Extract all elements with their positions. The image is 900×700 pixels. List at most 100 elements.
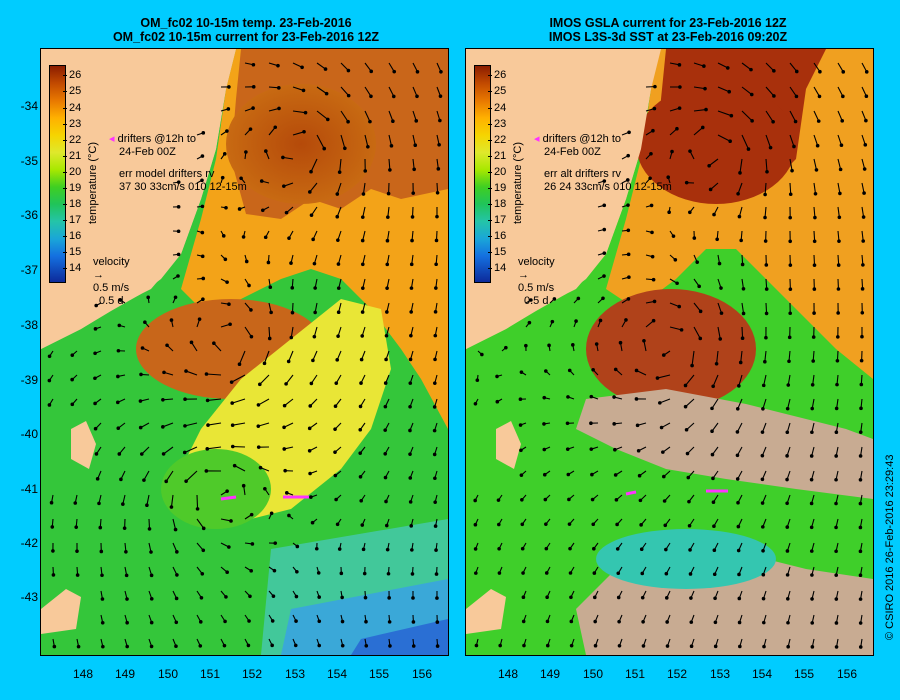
current-vector-head (51, 549, 55, 553)
current-vector-arrow (693, 109, 707, 112)
current-vector-head (727, 89, 731, 94)
current-vector-head (762, 644, 766, 649)
current-vector-head (100, 597, 105, 601)
current-vector-arrow (693, 326, 701, 339)
current-vector-head (247, 283, 251, 288)
current-vector-head (312, 334, 317, 339)
current-vector-head (228, 322, 232, 327)
current-vector-head (566, 395, 570, 399)
current-vector-head (711, 384, 715, 389)
current-vector-head (547, 343, 551, 348)
current-vector-head (116, 426, 121, 431)
current-vector-head (388, 168, 392, 172)
current-vector-head (736, 191, 740, 196)
error-legend-line1: err model drifters rv (119, 168, 215, 180)
current-vector-head (544, 571, 549, 575)
current-vector-head (518, 423, 523, 427)
current-vector-head (591, 368, 595, 372)
current-vector-head (650, 254, 655, 259)
current-vector-head (74, 525, 78, 529)
current-vector-head (415, 94, 419, 99)
current-vector-head (93, 401, 97, 406)
current-vector-head (475, 378, 480, 383)
current-vector-head (70, 353, 75, 357)
current-vector-head (434, 286, 438, 290)
current-vector-head (223, 619, 227, 624)
lat-tick-label: -36 (20, 208, 38, 222)
current-vector-head (363, 169, 368, 173)
current-vector-arrow (207, 398, 222, 401)
current-vector-head (858, 477, 863, 482)
current-vector-head (718, 337, 723, 341)
current-vector-arrow (765, 86, 775, 97)
colorbar-tick-label: 19 (62, 182, 82, 194)
current-vector-head (195, 507, 200, 511)
current-vector-head (212, 341, 216, 346)
current-vector-head (712, 212, 716, 217)
lon-tick-label: 153 (284, 667, 306, 681)
current-vector-arrow (196, 494, 199, 509)
current-vector-head (201, 276, 206, 281)
current-vector-head (222, 152, 227, 156)
eddy-north (226, 84, 376, 204)
current-vector-head (121, 502, 125, 506)
current-vector-arrow (292, 86, 304, 91)
current-vector-head (259, 179, 264, 183)
current-vector-head (760, 430, 765, 434)
current-vector-head (434, 548, 438, 552)
current-vector-arrow (244, 326, 252, 337)
current-vector-head (815, 143, 820, 148)
current-vector-head (640, 571, 645, 576)
current-vector-head (169, 505, 174, 509)
current-vector-head (333, 404, 338, 408)
current-vector-head (149, 597, 154, 601)
current-vector-head (634, 368, 639, 373)
current-vector-head (410, 215, 415, 219)
current-vector-arrow (693, 86, 706, 90)
current-vector-head (812, 263, 817, 267)
current-vector-head (598, 318, 603, 323)
right-title-line2: IMOS L3S-3d SST at 23-Feb-2016 09:20Z (548, 30, 788, 44)
current-vector-head (545, 643, 550, 648)
current-vector-head (664, 547, 668, 552)
current-vector-head (392, 69, 397, 74)
current-vector-head (818, 69, 822, 74)
current-vector-head (567, 522, 572, 526)
current-vector-head (337, 170, 342, 174)
current-vector-head (313, 310, 317, 315)
current-vector-head (387, 620, 392, 624)
current-vector-head (858, 525, 863, 530)
current-vector-head (602, 227, 607, 232)
colorbar-label: temperature (°C) (87, 141, 99, 224)
left-title-line2: OM_fc02 10-15m current for 23-Feb-2016 1… (112, 30, 380, 44)
current-vector-head (335, 214, 340, 219)
current-vector-arrow (231, 374, 246, 383)
current-vector-head (308, 471, 312, 476)
current-vector-head (529, 298, 533, 302)
drifter-legend-line1: drifters @12h to (542, 133, 622, 145)
current-vector-head (713, 596, 717, 601)
current-vector-head (811, 335, 816, 339)
current-vector-head (435, 214, 439, 219)
current-vector-head (836, 287, 841, 291)
current-vector-head (408, 357, 413, 362)
current-vector-head (300, 65, 304, 70)
lon-tick-label: 152 (666, 667, 688, 681)
current-vector-head (334, 381, 339, 385)
current-vector-arrow (340, 110, 349, 122)
colorbar-tick-label: 22 (487, 134, 507, 146)
current-vector-head (793, 119, 798, 124)
current-vector-head (251, 62, 256, 67)
velocity-arrow-icon: → (518, 269, 529, 281)
current-vector-head (651, 277, 656, 282)
current-vector-head (683, 383, 688, 388)
current-vector-arrow (717, 326, 721, 339)
current-vector-head (864, 94, 869, 99)
current-vector-arrow (789, 134, 795, 147)
lon-tick-label: 150 (582, 667, 604, 681)
current-vector-head (593, 619, 597, 624)
current-vector-head (227, 545, 231, 549)
current-vector-arrow (717, 110, 732, 117)
current-vector-head (290, 310, 295, 315)
current-vector-head (389, 144, 394, 148)
